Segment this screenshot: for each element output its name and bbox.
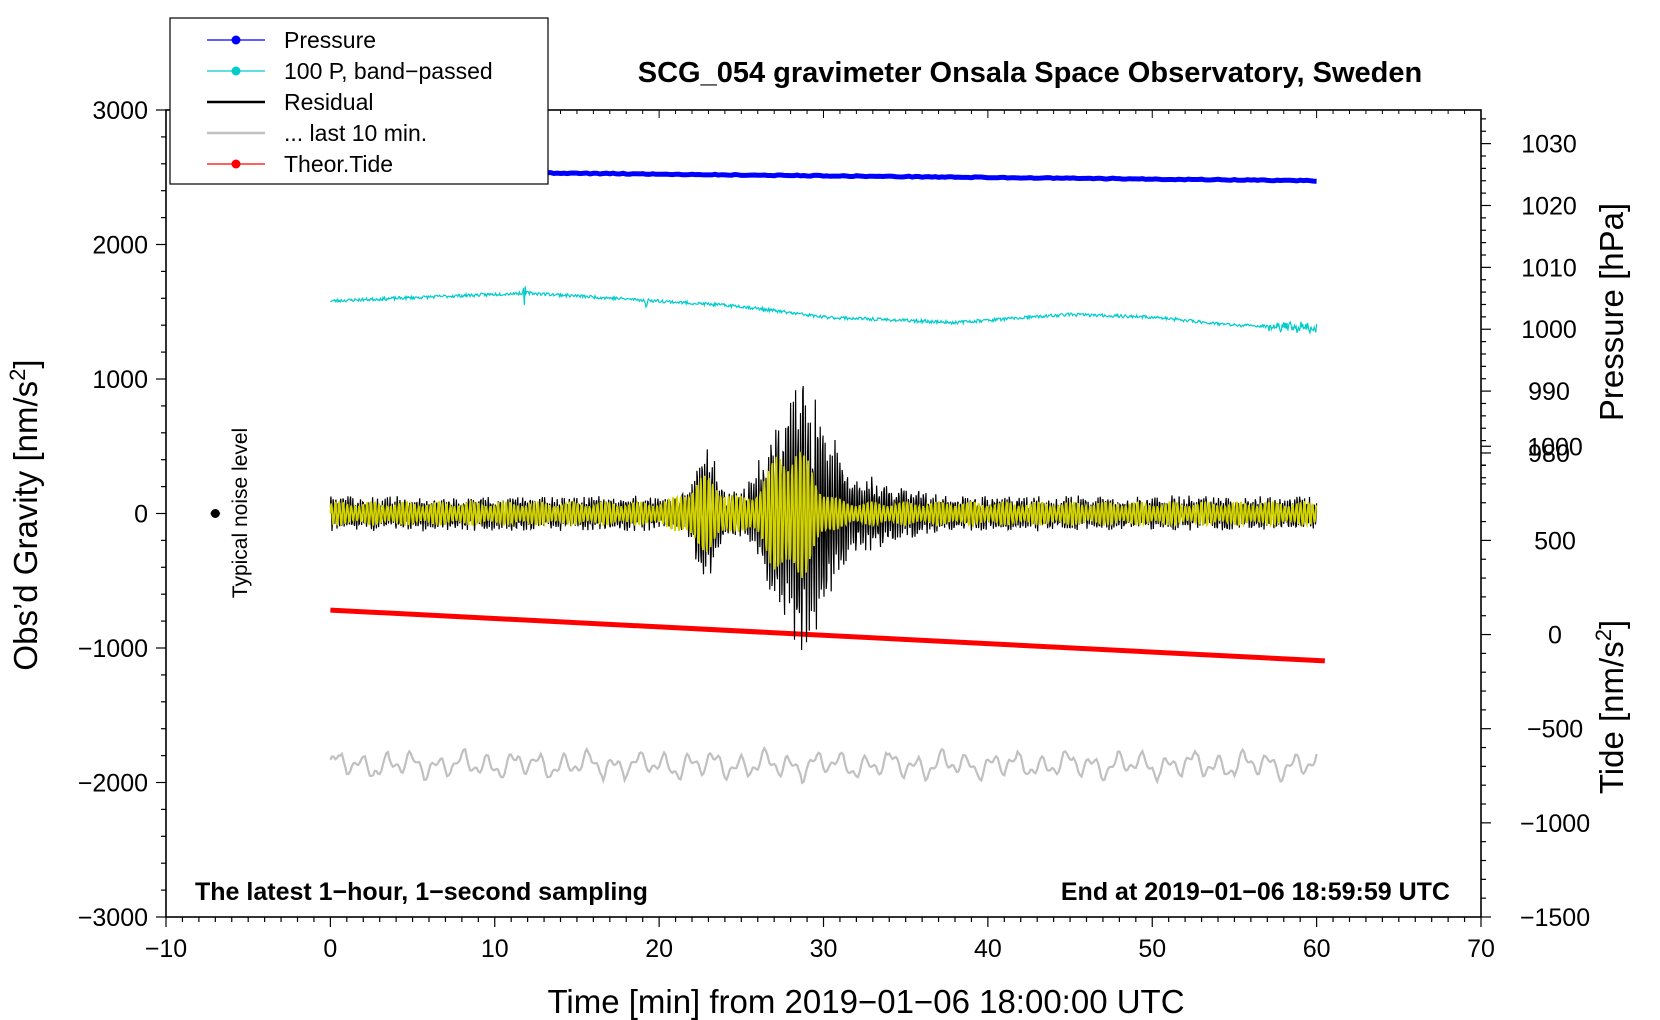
- legend-marker-4: [231, 159, 241, 169]
- series-band-passed-line: [330, 286, 1318, 336]
- left-tick-label: −2000: [78, 770, 148, 798]
- tide-tick-label: 1000: [1527, 433, 1583, 461]
- pressure-tick-label: 990: [1528, 378, 1570, 406]
- tide-axis-title-end: ]: [1593, 620, 1630, 629]
- left-tick-label: 1000: [92, 366, 148, 394]
- x-tick-label: 30: [810, 935, 838, 963]
- left-tick-label: 0: [134, 501, 148, 529]
- left-tick-label: 2000: [92, 232, 148, 260]
- left-axis-title-end: ]: [7, 359, 44, 368]
- series-residual-filtered-line: [329, 451, 1318, 578]
- x-axis-title: Time [min] from 2019−01−06 18:00:00 UTC: [547, 983, 1184, 1020]
- legend-label-2: Residual: [284, 89, 374, 115]
- noise-marker-point: [210, 509, 220, 518]
- pressure-tick-label: 980: [1528, 440, 1570, 468]
- legend-marker-0: [231, 35, 241, 45]
- left-axis-title: Obs’d Gravity [nm/s2]: [5, 359, 44, 670]
- tide-tick-label: 0: [1548, 622, 1562, 650]
- tide-tick-label: −1500: [1520, 904, 1590, 932]
- left-tick-label: −1000: [78, 635, 148, 663]
- x-tick-label: 0: [323, 935, 337, 963]
- x-tick-label: 60: [1303, 935, 1331, 963]
- chart-title: SCG_054 gravimeter Onsala Space Observat…: [638, 57, 1422, 89]
- left-axis-title-sup: 2: [5, 369, 30, 381]
- left-tick-label: −3000: [78, 904, 148, 932]
- series-theor-tide-line: [330, 607, 1325, 664]
- series-residual-line: [329, 386, 1318, 651]
- annotation-sampling: The latest 1−hour, 1−second sampling: [195, 878, 648, 906]
- annotation-end-time: End at 2019−01−06 18:59:59 UTC: [1061, 878, 1450, 906]
- tide-tick-label: 500: [1534, 527, 1576, 555]
- legend: Pressure 100 P, band−passed Residual ... la…: [169, 17, 549, 185]
- pressure-tick-label: 1020: [1521, 192, 1577, 220]
- legend-marker-1: [231, 66, 241, 76]
- x-tick-label: −10: [145, 935, 187, 963]
- left-tick-label: 3000: [92, 97, 148, 125]
- tide-axis-title-main: Tide [nm/s: [1593, 641, 1630, 794]
- x-tick-label: 40: [974, 935, 1002, 963]
- tide-axis-title-sup: 2: [1591, 629, 1616, 641]
- axes-group: −10 0 10 20 30 40 50 60 70−3000−2000−10000100020…: [78, 97, 1590, 963]
- legend-label-3: ... last 10 min.: [284, 120, 427, 146]
- pressure-tick-label: 1010: [1521, 254, 1577, 282]
- noise-level-label: Typical noise level: [229, 428, 252, 598]
- tide-tick-label: −500: [1527, 716, 1583, 744]
- x-tick-label: 20: [645, 935, 673, 963]
- legend-label-1: 100 P, band−passed: [284, 58, 493, 84]
- pressure-tick-label: 1000: [1521, 316, 1577, 344]
- series-last-10-min-line: [329, 745, 1318, 785]
- x-tick-label: 50: [1138, 935, 1166, 963]
- legend-label-0: Pressure: [284, 27, 376, 53]
- legend-label-4: Theor.Tide: [284, 151, 393, 177]
- x-tick-label: 70: [1467, 935, 1495, 963]
- left-axis-title-main: Obs’d Gravity [nm/s: [7, 381, 44, 671]
- x-tick-label: 10: [481, 935, 509, 963]
- tide-tick-label: −1000: [1520, 810, 1590, 838]
- pressure-axis-title: Pressure [hPa]: [1593, 203, 1630, 421]
- pressure-tick-label: 1030: [1521, 131, 1577, 159]
- tide-axis-title: Tide [nm/s2]: [1591, 620, 1630, 794]
